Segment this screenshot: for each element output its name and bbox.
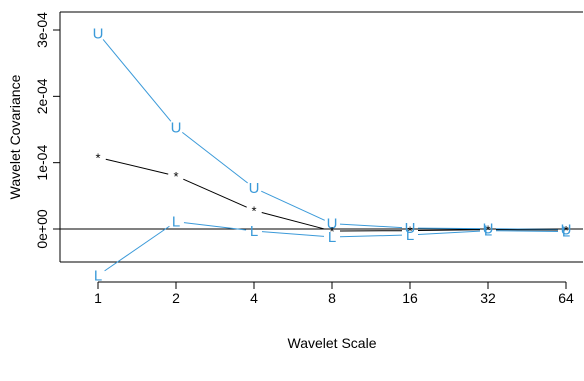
data-point-marker: U <box>327 216 338 233</box>
data-point-marker: U <box>93 25 104 42</box>
x-tick-label: 16 <box>402 290 418 306</box>
series-segment <box>417 227 481 230</box>
series-segment <box>105 158 169 175</box>
series-segment <box>339 223 403 229</box>
series-segment <box>183 222 247 231</box>
data-point-marker: U <box>171 120 182 137</box>
data-point-marker: * <box>173 169 178 184</box>
series-segment <box>417 230 481 236</box>
data-point-marker: L <box>406 227 414 244</box>
data-point-marker: U <box>405 220 416 237</box>
data-point-marker: * <box>95 150 100 165</box>
data-point-marker: L <box>328 229 336 246</box>
series-upper: U U U U U U U <box>93 25 572 238</box>
y-tick-label: 0e+00 <box>34 209 50 249</box>
series-segment <box>104 225 170 272</box>
series-segment <box>339 234 403 238</box>
series-segment <box>102 39 172 122</box>
series-segment <box>495 230 559 233</box>
data-point-marker: L <box>484 223 492 240</box>
data-point-marker: L <box>250 223 258 240</box>
x-axis-label: Wavelet Scale <box>288 335 377 351</box>
data-point-marker: L <box>562 224 570 241</box>
x-tick-label: 4 <box>250 290 258 306</box>
series-segment <box>417 229 481 232</box>
y-tick-label: 1e-04 <box>34 145 50 181</box>
y-tick-label: 2e-04 <box>34 78 50 114</box>
series-segment <box>261 190 325 221</box>
data-point-marker: U <box>249 180 260 197</box>
series-estimate: * * * * * * * <box>95 150 568 239</box>
x-tick-label: 64 <box>558 290 574 306</box>
series-lower: L L L L L L L <box>94 214 570 285</box>
x-tick-label: 8 <box>328 290 336 306</box>
data-point-marker: * <box>329 224 334 239</box>
data-point-marker: U <box>483 221 494 238</box>
series-segment <box>261 231 325 237</box>
series-segment <box>182 132 248 184</box>
data-point-marker: U <box>561 222 572 239</box>
x-tick-label: 1 <box>94 290 102 306</box>
data-point-marker: * <box>563 223 568 238</box>
data-point-marker: L <box>172 214 180 231</box>
x-tick-label: 32 <box>480 290 496 306</box>
data-point-marker: * <box>251 203 256 218</box>
data-point-marker: L <box>94 267 102 284</box>
series-segment <box>261 211 325 230</box>
series-segment <box>183 178 247 208</box>
x-tick-label: 2 <box>172 290 180 306</box>
data-point-marker: * <box>407 224 412 239</box>
y-tick-label: 3e-04 <box>34 12 50 48</box>
y-axis-label: Wavelet Covariance <box>7 74 23 199</box>
data-point-marker: * <box>485 223 490 238</box>
axes: 1 2 4 8 16 32 64 0e+00 1e-04 2e-04 3e-04 <box>34 11 583 306</box>
